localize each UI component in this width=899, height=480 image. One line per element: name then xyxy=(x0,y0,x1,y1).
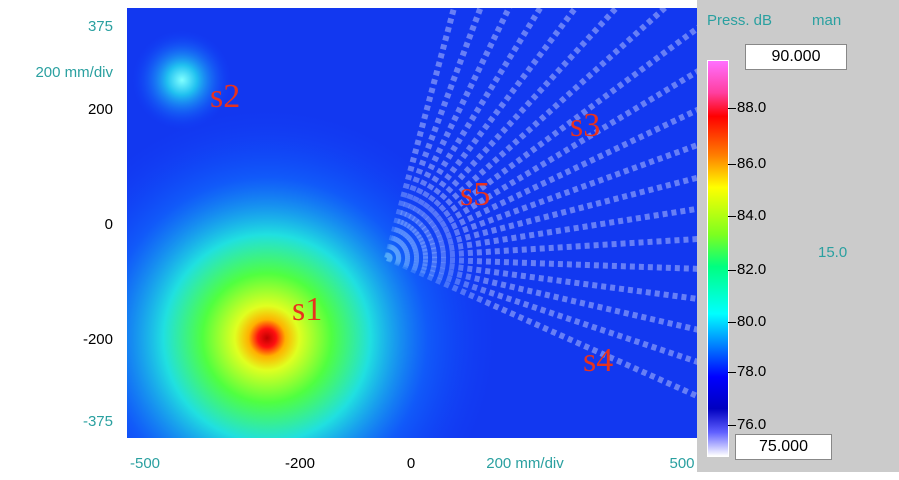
colorbar-tick-label: 82.0 xyxy=(737,261,767,278)
colorbar-tick xyxy=(728,108,736,109)
y-axis-label: 200 xyxy=(87,101,113,118)
colorbar-tick-label: 86.0 xyxy=(737,155,767,172)
colorbar-title: Press. dB xyxy=(707,12,773,29)
colorbar xyxy=(707,60,729,457)
colorbar-tick-label: 76.0 xyxy=(737,416,767,433)
source-label: s1 xyxy=(292,291,323,328)
colorbar-tick xyxy=(728,216,736,217)
x-axis-label: 500 xyxy=(669,455,695,472)
x-axis-label: 0 xyxy=(406,455,416,472)
heat-map xyxy=(127,8,697,438)
x-axis-label: 200 mm/div xyxy=(486,455,564,472)
colorbar-tick-label: 84.0 xyxy=(737,207,767,224)
colorbar-tick xyxy=(728,270,736,271)
source-label: s4 xyxy=(583,342,614,379)
min-input[interactable]: 75.000 xyxy=(735,434,832,460)
y-axis-label: 375 xyxy=(87,18,113,35)
colorbar-tick xyxy=(728,425,736,426)
source-label: s2 xyxy=(210,78,241,115)
colorbar-tick xyxy=(728,164,736,165)
x-axis-label: -200 xyxy=(284,455,316,472)
source-label: s3 xyxy=(570,107,601,144)
y-axis-label: -200 xyxy=(82,331,113,348)
colorbar-tick xyxy=(728,322,736,323)
colorbar-tick-label: 88.0 xyxy=(737,99,767,116)
colorbar-tick-label: 80.0 xyxy=(737,313,767,330)
colorbar-tick xyxy=(728,372,736,373)
scale-mode[interactable]: man xyxy=(812,12,842,29)
source-label: s5 xyxy=(460,176,491,213)
range-value: 15.0 xyxy=(818,244,848,261)
max-input[interactable]: 90.000 xyxy=(745,44,847,70)
x-axis-label: -500 xyxy=(129,455,161,472)
y-axis-label: 0 xyxy=(104,216,113,233)
y-axis-label: 200 mm/div xyxy=(35,64,113,81)
y-axis-label: -375 xyxy=(82,413,113,430)
colorbar-panel xyxy=(697,0,899,472)
colorbar-tick-label: 78.0 xyxy=(737,363,767,380)
